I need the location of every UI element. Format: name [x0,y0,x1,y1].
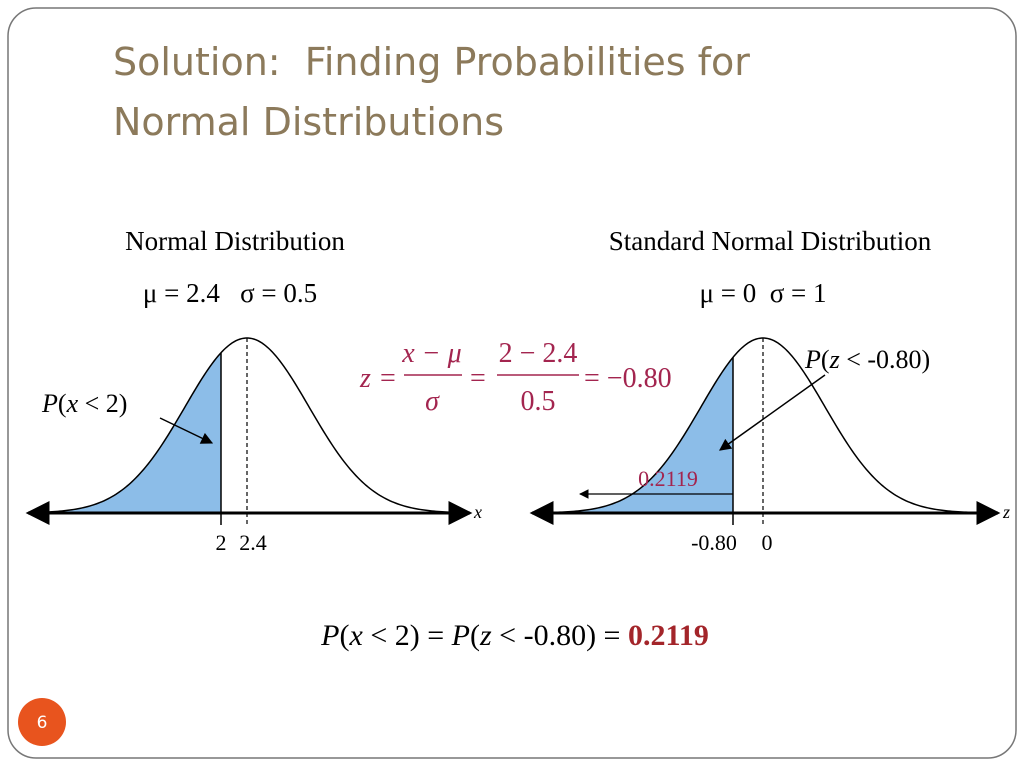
formula-part: = [470,363,486,394]
part: ( [470,619,480,652]
part: z [479,619,492,652]
formula-part: 2 − 2.4 [499,338,578,369]
answer: 0.2119 [628,619,709,652]
shaded-area [40,352,221,513]
part: x [348,619,363,652]
page-badge [18,698,66,746]
formula: z = x − μ σ = 2 − 2.4 0.5 = −0.80 [359,338,672,417]
label-part: z [829,345,840,374]
axis-var: z [1002,502,1010,522]
tick-label: -0.80 [691,530,737,555]
part: P [320,619,339,652]
label-part: ( [821,345,830,374]
page-number: 6 [37,713,48,733]
tick-label: 2 [216,530,227,555]
params: μ = 2.4 σ = 0.5 [143,278,317,308]
tick-label: 0 [762,530,773,555]
label-part: < -0.80) [840,345,930,374]
heading: Standard Normal Distribution [609,226,932,256]
part: P [451,619,470,652]
curves [25,337,1001,525]
title-line: Normal Distributions [113,100,504,144]
shaded-area [544,357,733,513]
heading: Normal Distribution [125,226,345,256]
tick-label: 2.4 [239,530,267,555]
label-part: ( [58,389,67,418]
pointer [719,374,826,451]
formula-part: 0.5 [521,386,556,417]
part: < 2) = [363,619,452,652]
part: < -0.80) = [492,619,628,652]
pointer [159,417,214,444]
area-label: P(z < -0.80) [804,345,930,374]
formula-part: = −0.80 [584,363,672,394]
area-label: P(x < 2) [41,389,127,418]
params: μ = 0 σ = 1 [700,278,827,308]
label-part: < 2) [78,389,127,418]
area-value: 0.2119 [638,466,698,491]
axis-var: x [473,502,482,522]
formula-part: = [380,363,396,394]
curve [39,337,459,514]
label-part: P [804,345,821,374]
label-part: x [66,389,79,418]
formula-part: z [359,363,371,394]
formula-part: x − μ [401,338,461,369]
conclusion: P(x < 2) = P(z < -0.80) = 0.2119 [320,619,709,652]
slide-border [7,7,1017,759]
label-part: P [41,389,58,418]
part: ( [339,619,349,652]
formula-part: σ [425,386,440,417]
title-line: Solution: Finding Probabilities for [113,40,750,84]
